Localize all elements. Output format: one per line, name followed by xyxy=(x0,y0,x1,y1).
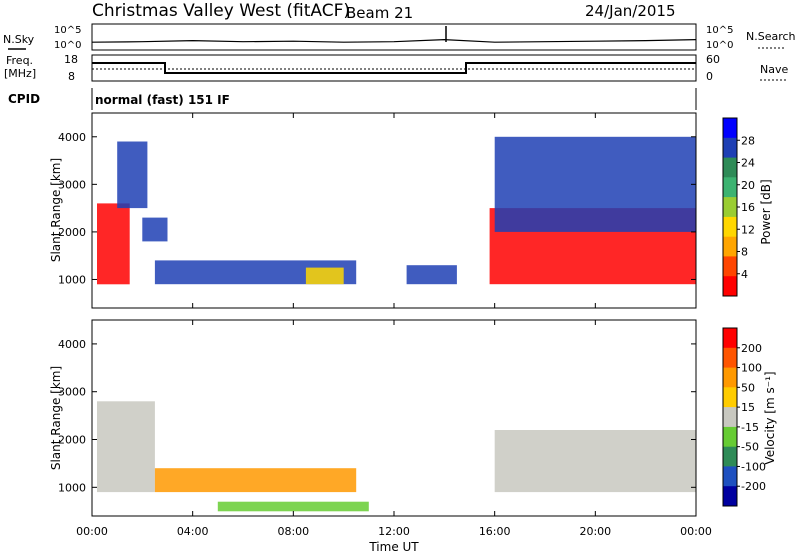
freq-left-tick-bottom: 8 xyxy=(68,70,75,83)
y-tick-label: 2000 xyxy=(58,226,86,239)
noise-left-tick-top: 10^5 xyxy=(54,25,81,36)
colorbar-segment xyxy=(723,486,737,507)
region-2 xyxy=(494,430,696,493)
colorbar-segment xyxy=(723,328,737,349)
noise-sky-label: N.Sky xyxy=(3,33,35,46)
region-2 xyxy=(142,217,168,242)
velocity-y-axis-label: Slant Range [km] xyxy=(49,366,63,470)
x-tick-label: 16:00 xyxy=(479,525,511,538)
colorbar-tick-label: 28 xyxy=(741,134,755,147)
colorbar-tick-label: 12 xyxy=(741,223,755,236)
colorbar-segment xyxy=(723,276,737,297)
y-tick-label: 3000 xyxy=(58,178,86,191)
noise-right-tick-top: 10^5 xyxy=(706,25,733,36)
colorbar-segment xyxy=(723,466,737,487)
freq-label-1: Freq. xyxy=(6,54,33,67)
region-0 xyxy=(97,203,130,285)
colorbar-tick-label: -100 xyxy=(741,460,766,473)
region-4 xyxy=(305,267,344,285)
y-tick-label: 3000 xyxy=(58,386,86,399)
region-1 xyxy=(117,141,148,209)
velocity-regions xyxy=(97,401,696,512)
freq-panel-frame xyxy=(91,54,697,82)
cpid-value: normal (fast) 151 IF xyxy=(95,93,230,107)
x-axis-ticks: 00:00 04:00 08:00 12:00 16:00 20:00 00:00 xyxy=(76,113,712,538)
region-7 xyxy=(494,136,696,232)
x-tick-label: 00:00 xyxy=(76,525,108,538)
colorbar-segment xyxy=(723,137,737,159)
noise-panel-frame xyxy=(91,23,697,51)
power-y-ticks: 1000 2000 3000 4000 xyxy=(58,131,696,286)
noise-search-label: N.Search xyxy=(746,30,796,43)
velocity-y-ticks: 1000 2000 3000 4000 xyxy=(58,338,696,494)
region-3 xyxy=(154,260,357,285)
noise-left-tick-bottom: 10^0 xyxy=(54,40,81,51)
nave-label: Nave xyxy=(760,63,788,76)
region-0 xyxy=(97,401,155,493)
x-tick-label: 20:00 xyxy=(579,525,611,538)
y-tick-label: 2000 xyxy=(58,434,86,447)
colorbar-frame xyxy=(722,327,738,507)
station-title: Christmas Valley West (fitACF) xyxy=(92,1,350,21)
region-1 xyxy=(154,468,357,493)
colorbar-segment xyxy=(723,216,737,238)
colorbar-segment xyxy=(723,426,737,448)
colorbar-segment xyxy=(723,367,737,388)
colorbar-tick-label: 20 xyxy=(741,179,755,192)
colorbar-segment xyxy=(723,446,737,467)
x-tick-label: 00:00 xyxy=(680,525,712,538)
region-5 xyxy=(406,265,457,285)
velocity-colorbar: -200 -100 -50 -15 15 50 100 200 xyxy=(722,327,766,507)
power-colorbar-label: Power [dB] xyxy=(759,179,773,244)
colorbar-tick-label: -50 xyxy=(741,441,759,454)
x-tick-label: 08:00 xyxy=(277,525,309,538)
freq-label-2: [MHz] xyxy=(4,67,36,80)
colorbar-segment xyxy=(723,236,737,257)
power-y-axis-label: Slant Range [km] xyxy=(49,158,63,262)
colorbar-segment xyxy=(723,118,737,139)
colorbar-tick-label: 8 xyxy=(741,246,748,259)
freq-series-line xyxy=(92,62,696,74)
beam-label: Beam 21 xyxy=(346,4,413,22)
colorbar-tick-label: -15 xyxy=(741,421,759,434)
power-colorbar: 4 8 12 16 20 24 28 xyxy=(722,117,755,297)
colorbar-segment xyxy=(723,157,737,178)
colorbar-tick-label: 50 xyxy=(741,381,755,394)
y-tick-label: 4000 xyxy=(58,131,86,144)
y-tick-label: 1000 xyxy=(58,273,86,286)
date-label: 24/Jan/2015 xyxy=(585,2,676,20)
x-tick-label: 12:00 xyxy=(378,525,410,538)
colorbar-segment xyxy=(723,407,737,428)
colorbar-segment xyxy=(723,256,737,277)
power-regions xyxy=(97,136,696,285)
colorbar-tick-label: -200 xyxy=(741,480,766,493)
colorbar-tick-label: 4 xyxy=(741,268,748,281)
colorbar-segment xyxy=(723,197,737,218)
velocity-colorbar-label: Velocity [m s⁻¹] xyxy=(763,371,777,464)
y-tick-label: 4000 xyxy=(58,338,86,351)
colorbar-tick-label: 200 xyxy=(741,342,762,355)
x-axis-label: Time UT xyxy=(368,540,419,554)
freq-left-tick-top: 18 xyxy=(64,53,78,66)
noise-series-line xyxy=(91,38,697,43)
colorbar-tick-label: 15 xyxy=(741,401,755,414)
y-tick-label: 1000 xyxy=(58,481,86,494)
noise-right-tick-bottom: 10^0 xyxy=(706,40,733,51)
region-3 xyxy=(217,501,369,512)
colorbar-tick-label: 16 xyxy=(741,201,755,214)
freq-right-tick-top: 60 xyxy=(706,53,720,66)
colorbar-tick-label: 100 xyxy=(741,362,762,375)
colorbar-segment xyxy=(723,347,737,369)
colorbar-segment xyxy=(723,387,737,408)
colorbar-tick-label: 24 xyxy=(741,157,755,170)
colorbar-segment xyxy=(723,177,737,198)
x-tick-label: 04:00 xyxy=(177,525,209,538)
freq-right-tick-bottom: 0 xyxy=(706,70,713,83)
cpid-label: CPID xyxy=(8,92,40,106)
